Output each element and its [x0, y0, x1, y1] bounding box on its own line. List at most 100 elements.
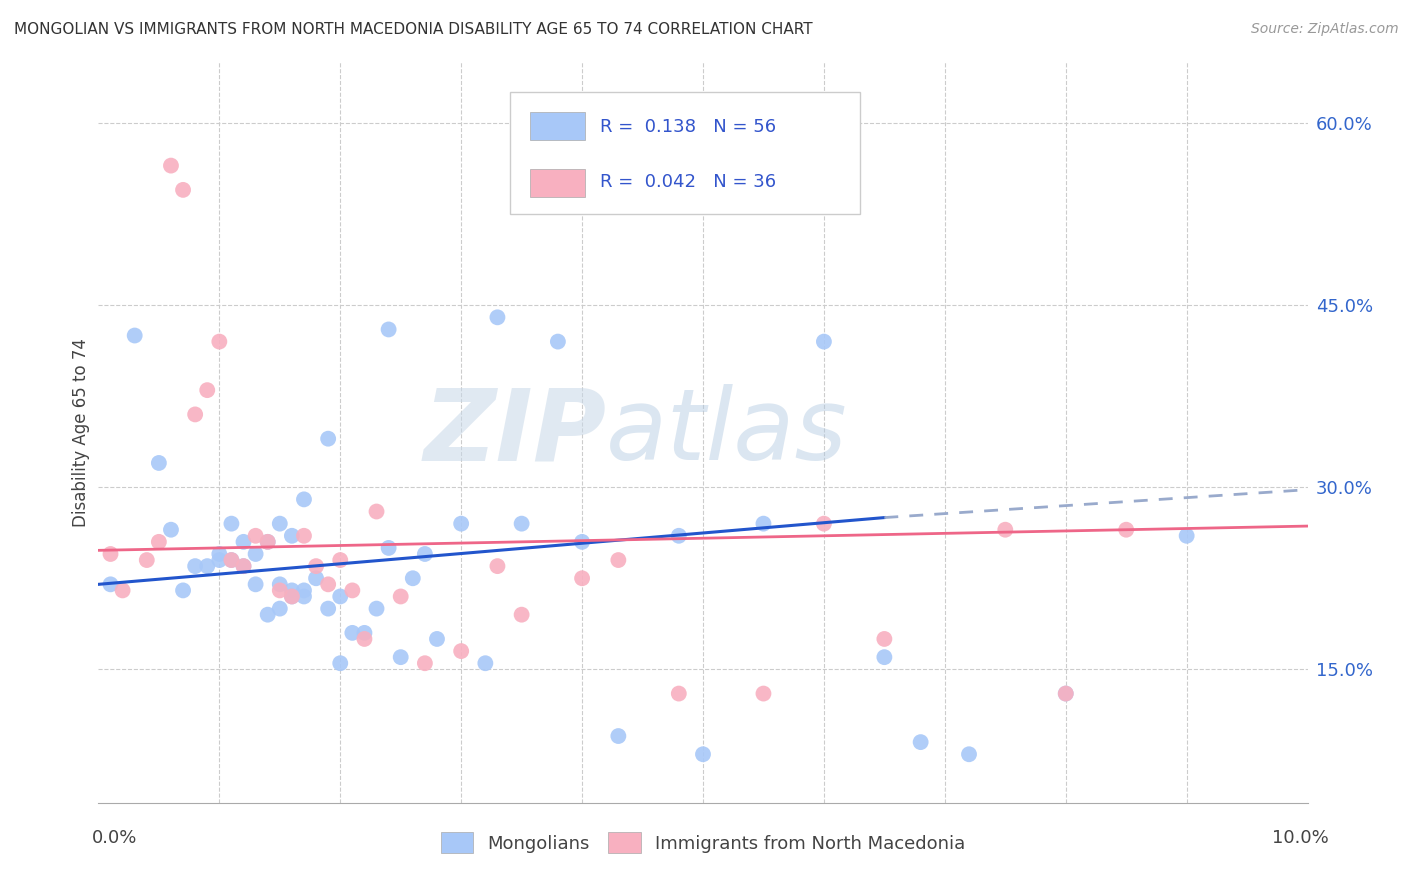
Point	[184, 559, 207, 574]
Point	[692, 747, 714, 762]
Point	[148, 534, 170, 549]
Point	[389, 590, 412, 604]
Point	[281, 529, 304, 543]
Point	[607, 553, 630, 567]
Text: atlas: atlas	[606, 384, 848, 481]
Text: ZIP: ZIP	[423, 384, 606, 481]
Point	[413, 657, 436, 671]
Point	[413, 547, 436, 561]
Point	[474, 657, 496, 671]
Legend: Mongolians, Immigrants from North Macedonia: Mongolians, Immigrants from North Macedo…	[433, 825, 973, 861]
Point	[111, 583, 134, 598]
Point	[752, 516, 775, 531]
Point	[813, 516, 835, 531]
Point	[256, 534, 278, 549]
Point	[269, 601, 291, 615]
Point	[172, 183, 194, 197]
Point	[450, 516, 472, 531]
Text: MONGOLIAN VS IMMIGRANTS FROM NORTH MACEDONIA DISABILITY AGE 65 TO 74 CORRELATION: MONGOLIAN VS IMMIGRANTS FROM NORTH MACED…	[14, 22, 813, 37]
Point	[486, 310, 509, 325]
Point	[292, 492, 315, 507]
Point	[305, 571, 328, 585]
FancyBboxPatch shape	[509, 92, 860, 214]
Point	[184, 408, 207, 422]
Point	[281, 583, 304, 598]
FancyBboxPatch shape	[530, 169, 585, 197]
Point	[353, 632, 375, 646]
Point	[135, 553, 157, 567]
Point	[316, 601, 339, 615]
Point	[316, 432, 339, 446]
Text: R =  0.138   N = 56: R = 0.138 N = 56	[600, 118, 776, 136]
Point	[752, 687, 775, 701]
Point	[269, 583, 291, 598]
Point	[342, 583, 364, 598]
Point	[426, 632, 449, 646]
Point	[208, 334, 231, 349]
Point	[366, 504, 388, 518]
Point	[292, 590, 315, 604]
Point	[329, 590, 352, 604]
Point	[486, 559, 509, 574]
FancyBboxPatch shape	[530, 112, 585, 140]
Point	[208, 553, 231, 567]
Point	[256, 607, 278, 622]
Point	[1175, 529, 1198, 543]
Point	[148, 456, 170, 470]
Point	[668, 529, 690, 543]
Point	[329, 553, 352, 567]
Point	[305, 559, 328, 574]
Point	[269, 577, 291, 591]
Point	[571, 534, 593, 549]
Point	[571, 571, 593, 585]
Point	[269, 516, 291, 531]
Point	[316, 577, 339, 591]
Point	[510, 516, 533, 531]
Point	[232, 559, 254, 574]
Point	[510, 607, 533, 622]
Point	[450, 644, 472, 658]
Point	[100, 547, 122, 561]
Point	[160, 159, 183, 173]
Point	[221, 516, 243, 531]
Point	[377, 541, 399, 555]
Point	[957, 747, 980, 762]
Point	[1054, 687, 1077, 701]
Point	[1115, 523, 1137, 537]
Point	[292, 529, 315, 543]
Point	[377, 322, 399, 336]
Point	[245, 577, 267, 591]
Point	[329, 657, 352, 671]
Point	[256, 534, 278, 549]
Point	[195, 383, 218, 397]
Point	[389, 650, 412, 665]
Point	[668, 687, 690, 701]
Text: 0.0%: 0.0%	[91, 829, 136, 847]
Point	[353, 626, 375, 640]
Point	[342, 626, 364, 640]
Text: Source: ZipAtlas.com: Source: ZipAtlas.com	[1251, 22, 1399, 37]
Point	[124, 328, 146, 343]
Y-axis label: Disability Age 65 to 74: Disability Age 65 to 74	[72, 338, 90, 527]
Point	[160, 523, 183, 537]
Point	[910, 735, 932, 749]
Point	[873, 632, 896, 646]
Point	[232, 534, 254, 549]
Point	[873, 650, 896, 665]
Point	[1054, 687, 1077, 701]
Text: 10.0%: 10.0%	[1272, 829, 1329, 847]
Point	[366, 601, 388, 615]
Point	[281, 590, 304, 604]
Point	[232, 559, 254, 574]
Point	[281, 590, 304, 604]
Point	[547, 334, 569, 349]
Point	[607, 729, 630, 743]
Point	[172, 583, 194, 598]
Text: R =  0.042   N = 36: R = 0.042 N = 36	[600, 173, 776, 192]
Point	[994, 523, 1017, 537]
Point	[245, 529, 267, 543]
Point	[195, 559, 218, 574]
Point	[100, 577, 122, 591]
Point	[402, 571, 425, 585]
Point	[245, 547, 267, 561]
